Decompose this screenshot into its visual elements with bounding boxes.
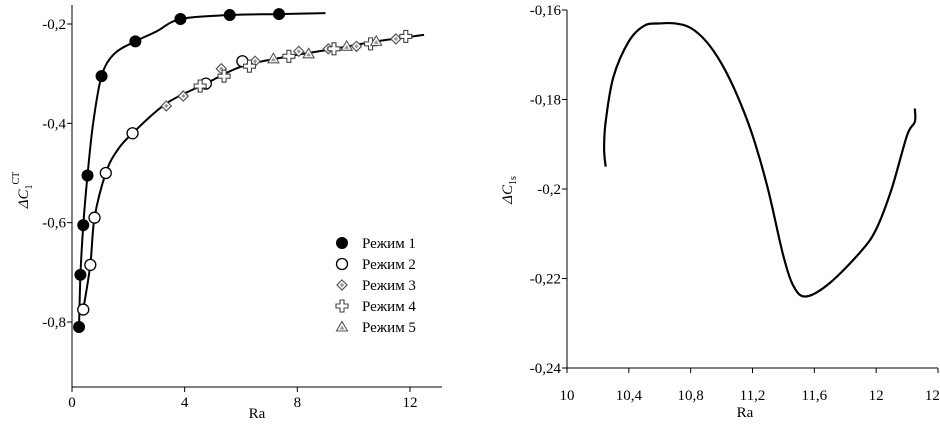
- right-x-axis-title: Ra: [737, 405, 754, 421]
- left-x-axis-title: Ra: [249, 406, 266, 422]
- series-2-point: [99, 166, 112, 180]
- right-x-tick-label: 11,2: [740, 388, 766, 404]
- left-y-title-sup: CT: [11, 172, 22, 185]
- left-y-title-sub: 1: [24, 184, 35, 189]
- series-4-point: [327, 42, 341, 56]
- series-1-point: [273, 8, 286, 21]
- series-5-point: [369, 34, 383, 46]
- right-y-tick-label: -0,22: [530, 272, 561, 288]
- series-1-point: [174, 13, 187, 26]
- series-3-point: [350, 40, 363, 53]
- series-1-point: [81, 169, 94, 182]
- legend-label-2: Режим 2: [362, 257, 416, 273]
- right-x-tick-label: 12: [869, 388, 884, 404]
- series-3-point: [177, 90, 190, 102]
- right-y-title-main: ΔC: [500, 184, 516, 205]
- right-x-tick-label: 11,6: [801, 388, 827, 404]
- left-x-tick-label: 12: [403, 395, 418, 411]
- right-series-line: [602, 21, 917, 298]
- left-x-tick-label: 0: [68, 395, 76, 411]
- series-2-point: [77, 303, 90, 316]
- left-y-tick-label: -0,8: [42, 315, 66, 331]
- series-1-point: [95, 70, 108, 83]
- left-x-tick-label: 4: [181, 395, 189, 411]
- series-5-point: [302, 47, 316, 59]
- series-3-point: [292, 45, 305, 58]
- right-y-tick-label: -0,24: [530, 361, 562, 377]
- series-5-point: [266, 52, 280, 64]
- right-x-tick-label: 10,4: [616, 388, 643, 404]
- left-y-tick-label: -0,6: [42, 216, 66, 232]
- right-y-tick-label: -0,16: [530, 3, 562, 19]
- series-2-point: [88, 211, 101, 224]
- legend-marker-1: [336, 237, 348, 249]
- chart-right: 10 10,4 10,8 11,2 11,6 12 12,4 -0,24 -0,22 -0,2 -0…: [500, 3, 940, 421]
- left-y-tick-label: -0,4: [42, 116, 66, 132]
- legend: Режим 1 Режим 2 Режим 3 Режим 4 Режим 5: [335, 236, 416, 336]
- legend-label-5: Режим 5: [362, 320, 416, 336]
- series-2-point: [126, 127, 139, 140]
- right-y-title-sub: 1s: [508, 176, 519, 185]
- right-x-tick-label: 12,4: [925, 388, 940, 404]
- legend-marker-5: [335, 320, 349, 332]
- right-y-tick-label: -0,18: [530, 93, 561, 109]
- series-4-point: [217, 69, 231, 83]
- series-4-point: [193, 79, 207, 93]
- legend-label-1: Режим 1: [362, 236, 416, 252]
- legend-label-3: Режим 3: [362, 278, 416, 294]
- series-1-point: [73, 320, 86, 333]
- series-3-point: [160, 100, 173, 112]
- series-4-point: [399, 29, 413, 43]
- chart-left: 0 4 8 12-0,8-0,6-0,4-0,2 Ra ΔC1CT Режим 1Ре…: [11, 5, 442, 422]
- right-x-tick-label: 10,8: [678, 388, 704, 404]
- left-y-tick-label: -0,2: [42, 17, 66, 33]
- series-1-point: [129, 35, 142, 48]
- right-x-tick-label: 10: [560, 388, 575, 404]
- left-y-axis-title: ΔC1CT: [11, 172, 35, 210]
- legend-marker-3: [336, 279, 348, 291]
- right-y-tick-label: -0,2: [537, 182, 561, 198]
- series-5-point: [340, 39, 354, 51]
- right-y-axis-title: ΔC1s: [500, 176, 519, 205]
- legend-label-4: Режим 4: [362, 299, 416, 315]
- series-4-point: [282, 49, 296, 63]
- series-1-point: [74, 268, 87, 281]
- series-1-point: [223, 9, 236, 22]
- left-x-tick-label: 8: [294, 395, 302, 411]
- legend-marker-4: [335, 299, 349, 313]
- legend-marker-2: [335, 257, 349, 271]
- series-1-point: [77, 219, 90, 232]
- series-4-point: [242, 59, 256, 73]
- left-y-title-main: ΔC: [16, 188, 32, 209]
- series-2-point: [84, 258, 97, 272]
